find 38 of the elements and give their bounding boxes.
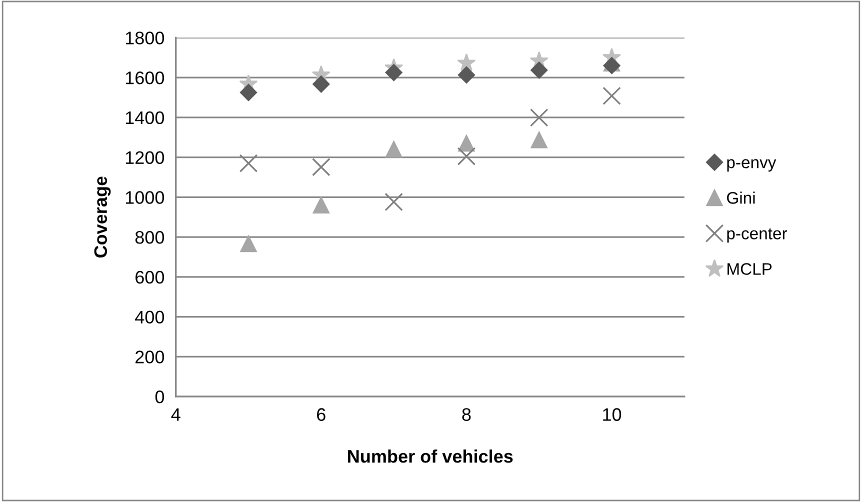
point: [384, 192, 403, 212]
point: [312, 158, 330, 176]
x-tick-label: 4: [171, 408, 180, 421]
point: [312, 196, 330, 214]
y-tick-label: 1200: [126, 151, 164, 164]
y-tick-label: 1000: [126, 191, 164, 204]
point: [530, 108, 548, 127]
point: [602, 86, 621, 106]
x-axis-title: Number of vehicles: [348, 450, 513, 463]
legend-label: Gini: [727, 192, 755, 204]
y-tick-label: 400: [135, 310, 164, 324]
point: [458, 135, 475, 152]
x-tick-label: 10: [603, 408, 622, 421]
point: [385, 140, 402, 158]
y-tick-label: 1600: [126, 71, 164, 84]
x-tick-label: 6: [317, 408, 326, 421]
point: [457, 53, 476, 72]
point: [458, 66, 476, 84]
legend-label: p-center: [727, 228, 788, 243]
y-tick-label: 200: [136, 350, 164, 364]
y-tick-label: 600: [136, 270, 164, 284]
legend-label: p-envy: [727, 159, 776, 172]
point: [457, 147, 476, 166]
point: [239, 154, 258, 172]
y-tick-label: 800: [135, 230, 164, 244]
point: [603, 57, 620, 74]
point: [385, 64, 402, 82]
point: [530, 62, 548, 79]
x-tick-label: 8: [462, 408, 471, 421]
y-tick-label: 1400: [126, 111, 164, 124]
y-tick-label: 0: [155, 390, 164, 404]
y-axis-title: Coverage: [94, 176, 111, 258]
point: [240, 236, 257, 252]
point: [312, 76, 330, 93]
legend-label: MCLP: [728, 263, 772, 275]
point: [240, 84, 258, 102]
y-tick-label: 1800: [126, 32, 164, 44]
point: [530, 132, 548, 148]
